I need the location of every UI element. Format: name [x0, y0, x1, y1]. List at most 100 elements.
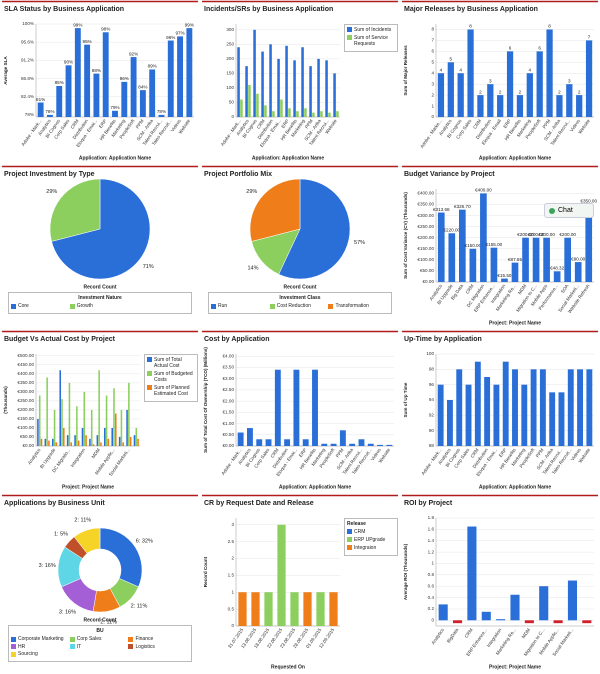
data-label: €350.00: [580, 199, 597, 204]
y-tick-label: 8: [431, 27, 434, 32]
x-tick-label: CRM: [270, 447, 280, 459]
chart-title: Project Portfolio Mix: [204, 171, 272, 178]
bar: [484, 377, 491, 446]
x-tick-label: MDM: [517, 283, 527, 295]
bar: [74, 435, 76, 446]
y-tick-label: 50: [229, 100, 235, 105]
data-label: €15.50: [497, 273, 511, 278]
legend-label: Corporate Marketing: [18, 636, 64, 642]
bar: [467, 29, 474, 117]
data-label: 2: [578, 89, 581, 94]
y-tick-label: 1: [231, 589, 234, 594]
bar: [328, 112, 331, 117]
bar: [177, 36, 184, 117]
data-label: 4: [440, 67, 443, 72]
y-tick-label: 96: [429, 382, 435, 387]
y-tick-label: €150.00: [417, 246, 434, 251]
data-label: 4: [529, 67, 532, 72]
legend: Sum of Incidents Sum of Service Requests: [344, 24, 398, 52]
bar: [490, 247, 498, 282]
bar: [90, 409, 93, 446]
y-tick-label: 7: [431, 38, 434, 43]
y-tick-label: €0.00: [223, 443, 235, 448]
legend-swatch: [211, 303, 216, 309]
x-tick-label: ERP: [280, 118, 290, 129]
y-axis-title: Sum of Major Releases: [403, 45, 408, 96]
legend-swatch: [347, 27, 352, 32]
bar: [296, 111, 299, 117]
bar: [506, 51, 514, 118]
data-label: 81%: [36, 97, 45, 102]
legend-label: HR: [18, 643, 26, 650]
chart-title: Budget Variance by Project: [404, 171, 495, 178]
legend-item: CRM: [347, 529, 395, 535]
chart-title: Up-Time by Application: [404, 336, 482, 343]
data-label: 85%: [55, 80, 64, 85]
legend-label: Sum of Budgeted Costs: [154, 371, 193, 383]
data-label: 78%: [157, 109, 166, 114]
bar: [274, 369, 281, 446]
legend-title: Investment Nature: [78, 295, 122, 301]
bar: [585, 40, 593, 117]
bar: [330, 443, 337, 446]
legend-item: Run: [211, 303, 270, 309]
bar: [510, 594, 520, 621]
bar: [558, 392, 565, 446]
bar: [447, 62, 454, 117]
legend-swatch: [347, 545, 352, 550]
data-label: 99%: [185, 22, 194, 27]
y-tick-label: 4: [431, 70, 434, 75]
slice-label: 2: 11%: [74, 517, 91, 523]
x-tick-label: CRM: [464, 627, 474, 639]
x-tick-label: SOA: [560, 283, 570, 295]
chart-title: ROI by Project: [404, 500, 453, 507]
data-label: 97%: [175, 31, 184, 36]
legend-label: Corp Sales: [76, 636, 102, 642]
x-tick-label: BigData: [446, 627, 460, 644]
bar: [293, 369, 300, 446]
x-tick-label: PPM: [335, 447, 345, 458]
x-tick-label: ERP: [502, 118, 512, 129]
legend-swatch: [69, 303, 75, 309]
legend-item: Corporate Marketing: [11, 636, 70, 642]
bar: [546, 29, 553, 117]
bar: [112, 110, 118, 117]
y-axis-title: (Thousands): [3, 386, 8, 414]
y-tick-label: 200: [226, 56, 234, 61]
y-tick-label: 2.5: [228, 539, 235, 544]
pie-slice: [51, 178, 151, 280]
y-tick-label: 1.6: [428, 527, 435, 532]
bar: [336, 111, 339, 117]
y-axis-title: Record Count: [203, 556, 208, 587]
chat-button[interactable]: Chat: [544, 203, 594, 218]
legend-swatch: [128, 636, 134, 642]
y-tick-label: €300.00: [417, 213, 434, 218]
legend-item: Logistics: [128, 644, 187, 650]
bar: [302, 439, 309, 446]
bar: [582, 620, 592, 624]
data-label: 2: [479, 89, 482, 94]
x-tick-label: CRM: [470, 447, 480, 459]
bar: [280, 99, 283, 117]
legend-item: Sum of Budgeted Costs: [147, 371, 195, 383]
y-tick-label: 250: [226, 42, 234, 47]
bar: [37, 418, 39, 446]
y-tick-label: €500.00: [17, 353, 34, 358]
data-label: 8: [548, 24, 551, 29]
y-tick-label: 98: [429, 367, 435, 372]
legend: Sum of Total Actual Cost Sum of Budgeted …: [144, 354, 198, 402]
bar: [149, 69, 156, 117]
bar: [48, 440, 50, 446]
y-tick-label: 3: [431, 81, 434, 86]
bar: [511, 262, 519, 282]
x-tick-label: Analytics: [430, 627, 445, 646]
bar: [129, 436, 132, 446]
slice-label: 3: 16%: [39, 563, 56, 569]
bar: [516, 95, 524, 117]
bar: [277, 58, 280, 117]
data-label: 90%: [64, 60, 73, 65]
bar: [465, 384, 472, 446]
y-tick-label: €300.00: [17, 389, 34, 394]
legend-item: IT: [69, 644, 129, 650]
legend-label: Sum of Incidents: [354, 27, 392, 33]
